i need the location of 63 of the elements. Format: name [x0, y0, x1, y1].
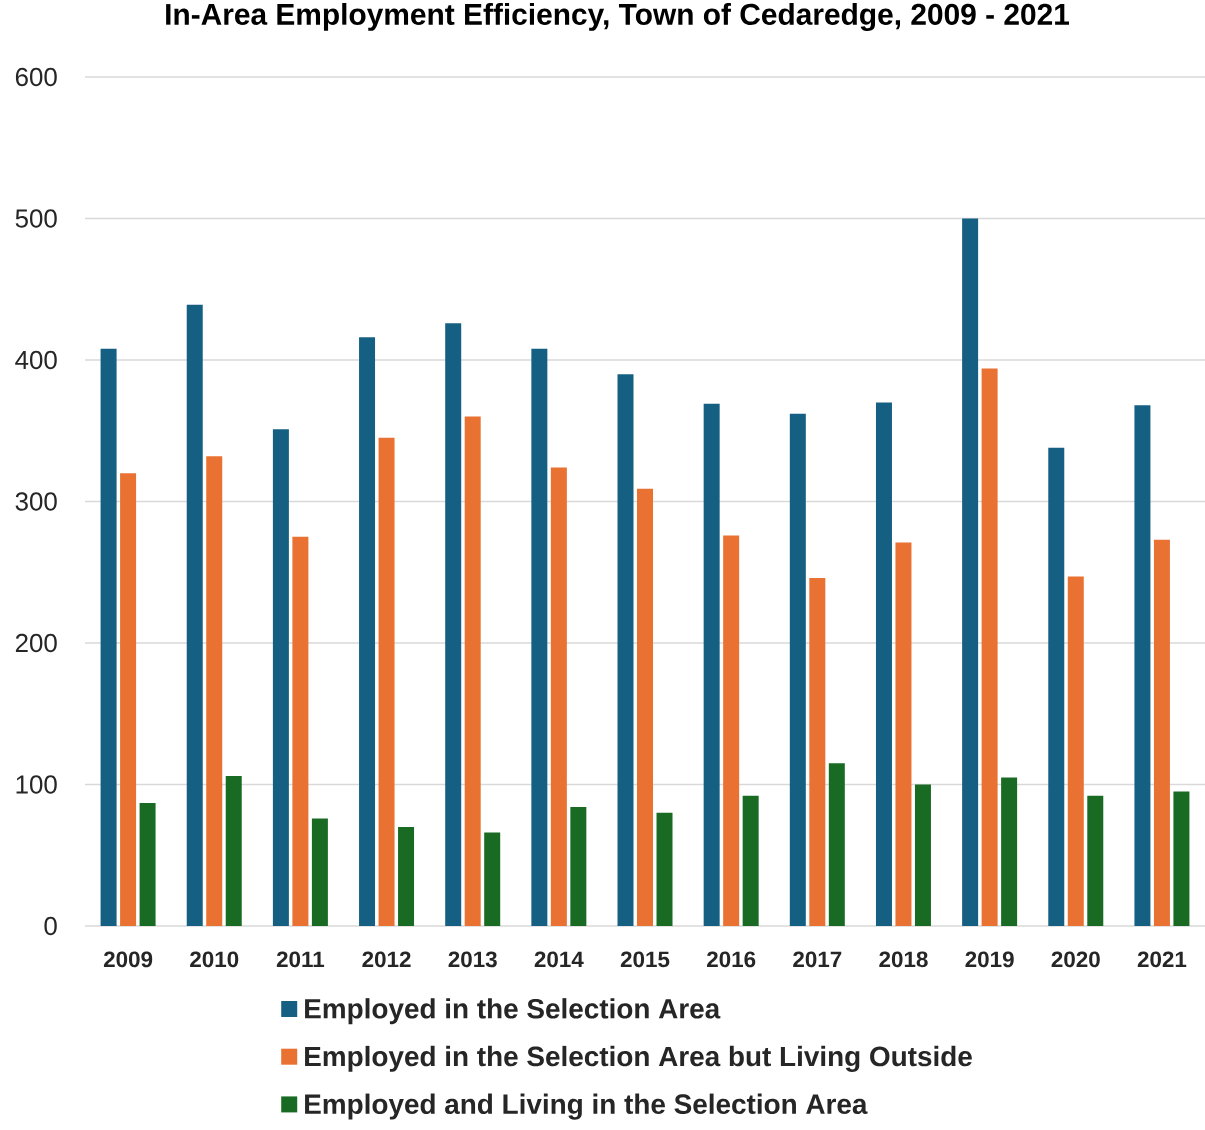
- x-tick-label: 2016: [707, 951, 756, 968]
- bar: [617, 374, 634, 926]
- bar: [225, 776, 242, 926]
- x-tick-label: 2019: [965, 951, 1014, 968]
- bar: [570, 807, 587, 926]
- x-tick-label: 2018: [879, 951, 928, 968]
- legend-label: Employed and Living in the Selection Area: [305, 1093, 868, 1120]
- bar: [828, 763, 845, 926]
- bar: [789, 413, 806, 926]
- legend-label: Employed in the Selection Area but Living Outside: [305, 1045, 972, 1072]
- y-tick-label: 400: [15, 350, 57, 370]
- bar: [378, 437, 395, 926]
- x-tick-label: 2014: [534, 951, 584, 968]
- bar: [703, 403, 720, 926]
- y-tick-label: 600: [15, 67, 57, 87]
- bar: [962, 218, 979, 926]
- bar: [186, 304, 203, 926]
- bar: [875, 402, 892, 926]
- bar: [981, 368, 998, 926]
- bar: [120, 473, 137, 926]
- chart-title: In-Area Employment Efficiency, Town of Cedaredge, 2009 - 2021: [166, 3, 1070, 31]
- bar: [723, 535, 740, 926]
- x-tick-label: 2020: [1051, 951, 1100, 968]
- bar: [895, 542, 912, 926]
- bar: [1087, 795, 1104, 926]
- x-tick-label: 2013: [448, 951, 497, 968]
- bar: [550, 467, 567, 926]
- bar: [1153, 539, 1170, 926]
- bar: [637, 488, 654, 926]
- y-tick-label: 100: [16, 775, 57, 794]
- x-tick-label: 2011: [276, 951, 325, 968]
- y-tick-label: 0: [44, 916, 57, 936]
- bar: [398, 826, 415, 926]
- bar: [464, 416, 481, 926]
- bar: [1067, 576, 1084, 926]
- bar: [1173, 791, 1190, 926]
- bar: [742, 795, 759, 926]
- x-tick-label: 2010: [190, 951, 239, 968]
- bar: [292, 536, 309, 926]
- x-tick-label: 2015: [620, 951, 670, 968]
- bar: [206, 456, 223, 926]
- bar: [100, 348, 117, 926]
- bar: [1001, 777, 1018, 926]
- bar: [445, 323, 462, 926]
- bar: [139, 802, 156, 926]
- bar: [914, 784, 931, 926]
- bar: [272, 429, 289, 926]
- bar: [809, 577, 826, 926]
- bar: [531, 348, 548, 926]
- legend-label: Employed in the Selection Area: [305, 998, 721, 1025]
- bar: [1048, 447, 1065, 926]
- y-tick-label: 500: [15, 209, 57, 228]
- x-tick-label: 2012: [362, 951, 411, 968]
- x-tick-label: 2021: [1137, 951, 1187, 968]
- bar: [359, 337, 376, 926]
- x-tick-label: 2009: [103, 951, 153, 968]
- bar: [311, 818, 328, 926]
- y-tick-label: 300: [15, 492, 57, 511]
- y-tick-label: 200: [15, 633, 57, 653]
- x-tick-label: 2017: [793, 951, 842, 968]
- bar: [1134, 405, 1151, 926]
- bar: [656, 812, 673, 926]
- bar: [484, 832, 501, 926]
